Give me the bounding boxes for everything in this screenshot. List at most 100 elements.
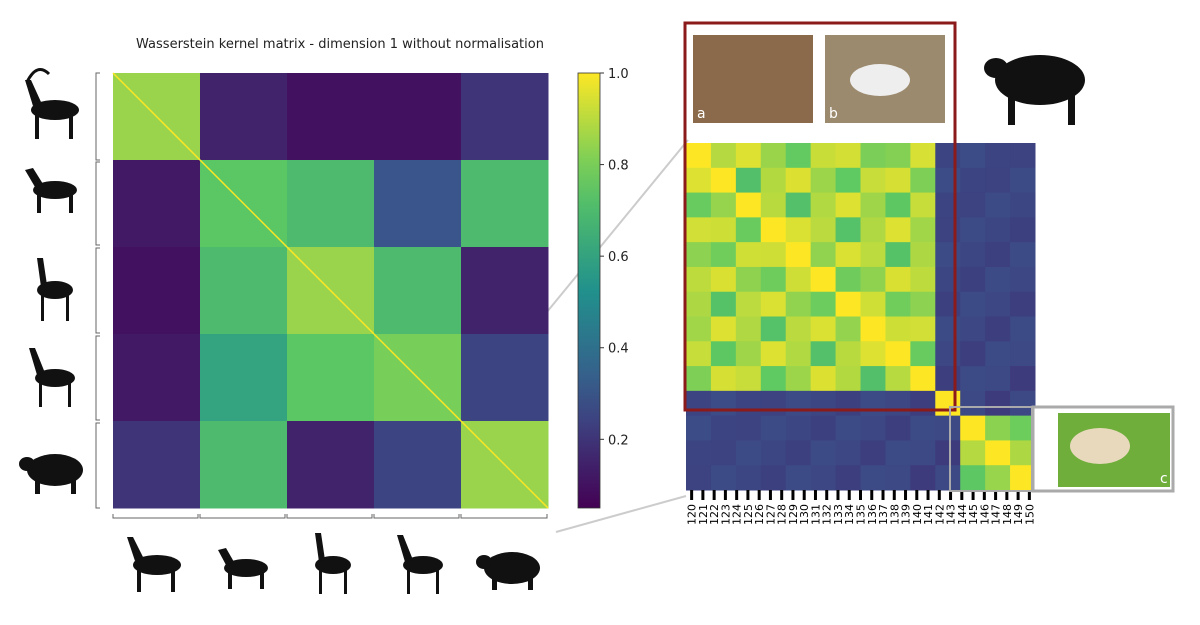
zoom-cell (686, 167, 712, 194)
zoom-tick-label: 123 (719, 504, 732, 525)
zoom-cell (935, 167, 961, 194)
zoom-cell (760, 366, 787, 392)
heatmap (112, 72, 549, 509)
zoom-cell (785, 217, 812, 243)
zoom-cell (785, 390, 812, 417)
zoom-cell (860, 167, 886, 194)
zoom-cell (985, 192, 1011, 218)
diagonal (112, 72, 201, 161)
zoom-cell (735, 266, 762, 293)
zoom-cell (835, 390, 861, 417)
zoom-panel: 1201211221231241251261271281291301311321… (686, 143, 1036, 525)
zoom-cell (710, 366, 737, 392)
zoom-cell (835, 242, 861, 268)
zoom-cell (860, 266, 886, 293)
zoom-cell (910, 440, 936, 466)
zoom-cell (910, 143, 936, 169)
zoom-cell (735, 192, 762, 218)
zoom-cell (760, 316, 787, 342)
heat-cell (374, 73, 462, 161)
zoom-cell (710, 217, 737, 243)
zoom-cell (910, 167, 936, 194)
zoom-tick-label: 145 (967, 504, 980, 525)
zoom-cell (860, 192, 886, 218)
zoom-cell (985, 465, 1011, 491)
zoom-cell (960, 465, 986, 491)
zoom-cell (985, 143, 1011, 169)
zoom-cell (910, 242, 936, 268)
zoom-cell (760, 266, 787, 293)
zoom-cell (960, 167, 986, 194)
zoom-cell (686, 366, 712, 392)
heat-cell (113, 334, 201, 422)
zoom-tick-label: 142 (933, 504, 946, 525)
zoom-cell (760, 465, 787, 491)
diagonal (199, 159, 288, 248)
zoom-cell (785, 415, 812, 441)
zoom-cell (960, 440, 986, 466)
zoom-cell (686, 390, 712, 417)
zoom-cell (785, 192, 812, 218)
zoom-cell (785, 316, 812, 342)
zoom-cell (735, 316, 762, 342)
zoom-cell (785, 366, 812, 392)
heat-cell (200, 73, 288, 161)
zoom-cell (910, 390, 936, 417)
zoom-cell (760, 242, 787, 268)
zoom-cell (686, 341, 712, 367)
heat-cell (287, 334, 375, 422)
zoom-cell (860, 242, 886, 268)
zoom-cell (785, 143, 812, 169)
zoom-cell (686, 192, 712, 218)
heat-cell (374, 160, 462, 248)
zoom-cell (1010, 366, 1036, 392)
zoom-cell (935, 440, 961, 466)
zoom-cell (935, 366, 961, 392)
zoom-cell (910, 192, 936, 218)
zoom-cell (760, 440, 787, 466)
heat-cell (113, 421, 201, 509)
zoom-cell (985, 266, 1011, 293)
zoom-cell (910, 341, 936, 367)
zoom-cell (760, 390, 787, 417)
zoom-tick-label: 148 (1001, 504, 1014, 525)
zoom-cell (935, 316, 961, 342)
zoom-cell (885, 266, 911, 293)
heat-cell (287, 421, 375, 509)
zoom-tick-label: 140 (911, 504, 924, 525)
zoom-cell (810, 465, 837, 491)
zoom-cell (760, 415, 787, 441)
zoom-cell (835, 291, 861, 317)
zoom-cell (810, 167, 837, 194)
zoom-cell (835, 266, 861, 293)
heat-cell (461, 160, 549, 248)
zoom-tick-label: 127 (764, 504, 777, 525)
zoom-cell (785, 291, 812, 317)
zoom-cell (686, 217, 712, 243)
chart-title: Wasserstein kernel matrix - dimension 1 … (136, 37, 544, 52)
zoom-tick-label: 131 (809, 504, 822, 525)
zoom-cell (735, 341, 762, 367)
zoom-cell (735, 415, 762, 441)
zoom-cell (960, 291, 986, 317)
diagonal (286, 246, 375, 335)
zoom-cell (935, 465, 961, 491)
zoom-cell (835, 366, 861, 392)
heat-cell (461, 73, 549, 161)
zoom-cell (686, 440, 712, 466)
zoom-cell (885, 366, 911, 392)
colorbar-tick-label: 0.6 (608, 250, 629, 265)
zoom-cell (810, 341, 837, 367)
zoom-cell (710, 341, 737, 367)
zoom-cell (785, 242, 812, 268)
zoom-cell (785, 440, 812, 466)
zoom-cell (785, 167, 812, 194)
zoom-tick-label: 150 (1023, 504, 1036, 525)
colorbar-tick-label: 1.0 (608, 67, 629, 82)
zoom-cell (810, 390, 837, 417)
heat-cell (113, 160, 201, 248)
zoom-cell (910, 291, 936, 317)
heat-cell (287, 160, 375, 248)
zoom-cell (985, 390, 1011, 417)
